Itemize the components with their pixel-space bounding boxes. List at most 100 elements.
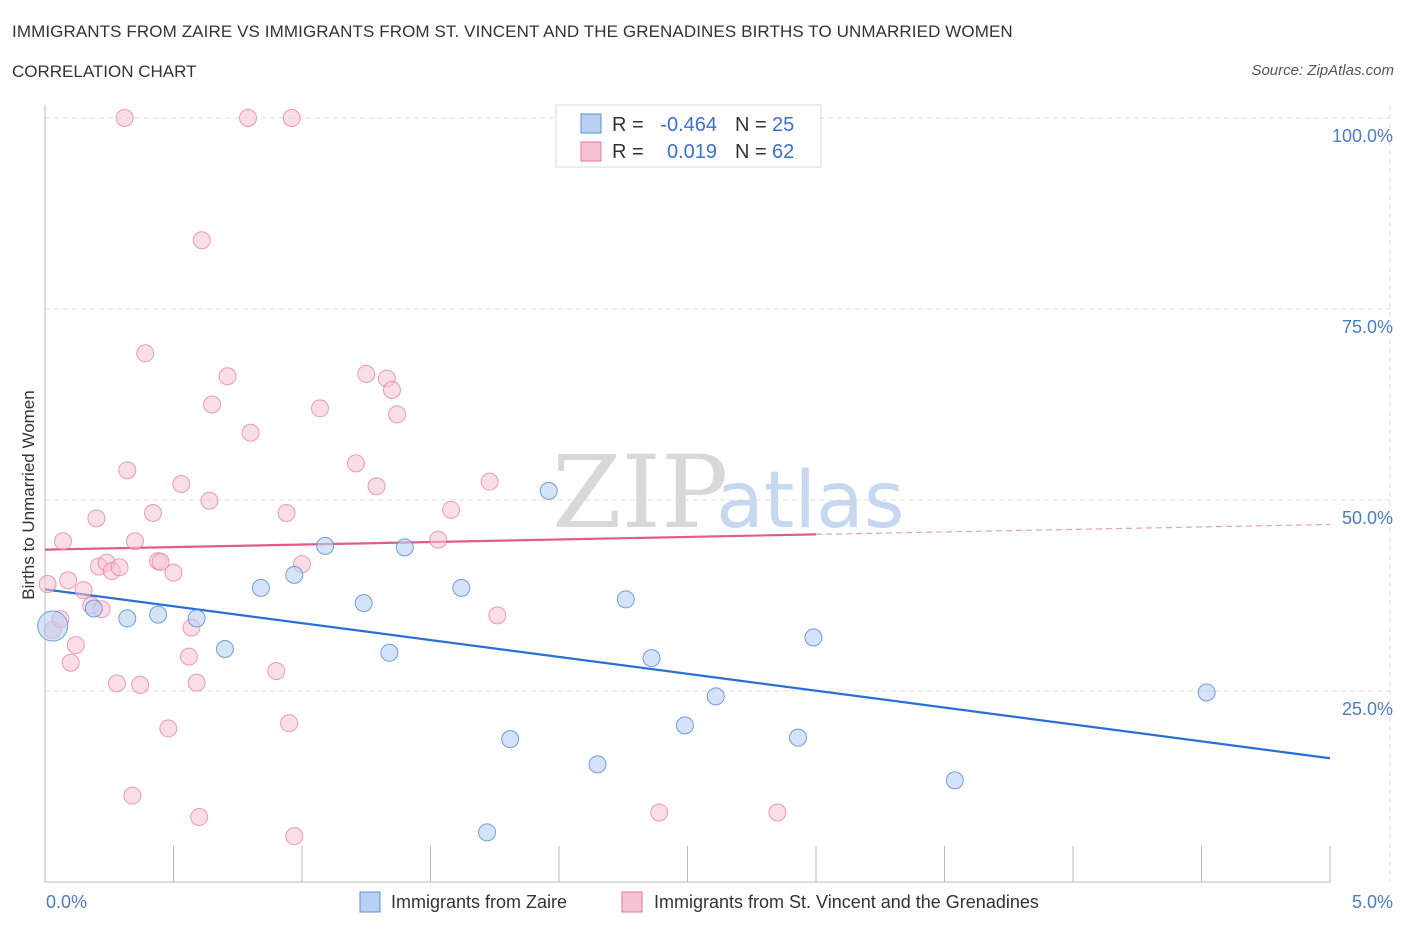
point-stvincent-9 bbox=[87, 509, 106, 528]
point-zaire-8 bbox=[316, 536, 335, 555]
point-stvincent-38 bbox=[267, 662, 286, 681]
chart-subtitle: CORRELATION CHART bbox=[12, 62, 197, 81]
chart-title: IMMIGRANTS FROM ZAIRE VS IMMIGRANTS FROM… bbox=[12, 22, 1013, 41]
point-stvincent-39 bbox=[277, 503, 296, 522]
legend-r-value-2: 0.019 bbox=[667, 141, 717, 163]
point-zaire-22 bbox=[804, 628, 823, 647]
point-zaire-23 bbox=[945, 771, 964, 790]
point-stvincent-17 bbox=[118, 461, 137, 480]
point-stvincent-30 bbox=[187, 673, 206, 692]
x-tick-label-max: 5.0% bbox=[1352, 892, 1393, 912]
point-zaire-21 bbox=[789, 728, 808, 747]
point-stvincent-47 bbox=[367, 477, 386, 496]
point-stvincent-25 bbox=[159, 719, 178, 738]
point-zaire-1 bbox=[84, 599, 103, 618]
point-zaire-17 bbox=[616, 590, 635, 609]
point-stvincent-35 bbox=[218, 367, 237, 386]
point-zaire-10 bbox=[380, 643, 399, 662]
legend-n-value-1: 25 bbox=[772, 114, 794, 136]
point-zaire-9 bbox=[354, 594, 373, 613]
x-tick-labels: 0.0% 5.0% bbox=[46, 892, 1393, 912]
point-stvincent-33 bbox=[200, 491, 219, 510]
y-tick-label-25: 25.0% bbox=[1342, 699, 1393, 719]
point-zaire-7 bbox=[285, 565, 304, 584]
legend-label-stvincent: Immigrants from St. Vincent and the Gren… bbox=[654, 892, 1039, 912]
point-stvincent-45 bbox=[346, 454, 365, 473]
point-zaire-18 bbox=[642, 649, 661, 668]
point-zaire-6 bbox=[251, 578, 270, 597]
point-stvincent-4 bbox=[59, 571, 78, 590]
point-stvincent-24 bbox=[151, 552, 170, 571]
axes bbox=[44, 105, 1331, 883]
point-stvincent-34 bbox=[203, 395, 222, 414]
point-zaire-4 bbox=[187, 609, 206, 628]
point-stvincent-44 bbox=[310, 399, 329, 418]
point-stvincent-20 bbox=[131, 675, 150, 694]
point-stvincent-3 bbox=[53, 532, 72, 551]
legend-r-label-1: R = bbox=[612, 114, 644, 136]
point-stvincent-19 bbox=[125, 532, 144, 551]
point-stvincent-15 bbox=[110, 558, 129, 577]
point-stvincent-22 bbox=[143, 503, 162, 522]
point-zaire-5 bbox=[215, 639, 234, 658]
point-zaire-15 bbox=[539, 481, 558, 500]
point-stvincent-14 bbox=[107, 674, 126, 693]
point-stvincent-49 bbox=[382, 380, 401, 399]
point-stvincent-0 bbox=[38, 575, 57, 594]
legend-label-zaire: Immigrants from Zaire bbox=[391, 892, 567, 912]
watermark: ZIP atlas bbox=[552, 434, 905, 551]
point-stvincent-41 bbox=[285, 827, 304, 846]
point-zaire-3 bbox=[149, 605, 168, 624]
legend-swatch-stvincent-bottom bbox=[621, 891, 643, 913]
legend-r-label-2: R = bbox=[612, 141, 644, 163]
watermark-atlas: atlas bbox=[716, 456, 905, 546]
point-stvincent-50 bbox=[388, 405, 407, 424]
point-stvincent-26 bbox=[164, 563, 183, 582]
point-stvincent-46 bbox=[357, 364, 376, 383]
y-tick-label-50: 50.0% bbox=[1342, 508, 1393, 528]
y-axis-label: Births to Unmarried Women bbox=[19, 390, 38, 599]
data-points bbox=[37, 109, 1216, 846]
correlation-legend: R = -0.464 N = 25 R = 0.019 N = 62 bbox=[555, 104, 822, 168]
grid bbox=[45, 105, 1391, 882]
trend-line-zaire bbox=[44, 588, 1331, 760]
point-stvincent-27 bbox=[172, 474, 191, 493]
y-tick-label-100: 100.0% bbox=[1332, 126, 1393, 146]
legend-swatch-zaire bbox=[580, 113, 602, 134]
series-legend: Immigrants from Zaire Immigrants from St… bbox=[359, 891, 1039, 913]
point-stvincent-55 bbox=[650, 803, 669, 822]
source-label: Source: ZipAtlas.com bbox=[1251, 62, 1394, 79]
watermark-zip: ZIP bbox=[552, 434, 728, 551]
point-stvincent-36 bbox=[239, 109, 258, 127]
point-zaire-11 bbox=[395, 538, 414, 557]
point-stvincent-16 bbox=[115, 109, 134, 127]
point-stvincent-54 bbox=[488, 606, 507, 625]
point-zaire-24 bbox=[1197, 683, 1216, 702]
y-tick-label-75: 75.0% bbox=[1342, 317, 1393, 337]
point-zaire-19 bbox=[675, 716, 694, 735]
point-stvincent-21 bbox=[136, 344, 155, 363]
legend-n-value-2: 62 bbox=[772, 141, 794, 163]
legend-swatch-stvincent bbox=[580, 141, 602, 162]
point-stvincent-5 bbox=[61, 653, 80, 672]
point-stvincent-56 bbox=[768, 803, 787, 822]
point-stvincent-42 bbox=[282, 109, 301, 127]
point-zaire-14 bbox=[501, 730, 520, 749]
point-zaire-12 bbox=[452, 578, 471, 597]
point-zaire-13 bbox=[478, 823, 497, 842]
point-stvincent-40 bbox=[280, 714, 299, 733]
point-stvincent-51 bbox=[429, 530, 448, 549]
legend-n-label-2: N = bbox=[735, 141, 767, 163]
point-zaire-16 bbox=[588, 755, 607, 774]
y-tick-labels: 25.0% 50.0% 75.0% 100.0% bbox=[1332, 126, 1393, 719]
x-tick-label-min: 0.0% bbox=[46, 892, 87, 912]
point-zaire-20 bbox=[706, 687, 725, 706]
point-stvincent-32 bbox=[192, 231, 211, 250]
point-stvincent-28 bbox=[179, 647, 198, 666]
trend-line-stvincent-extension bbox=[815, 523, 1331, 535]
point-zaire-0 bbox=[37, 610, 69, 642]
point-stvincent-53 bbox=[480, 472, 499, 491]
point-stvincent-37 bbox=[241, 423, 260, 442]
point-stvincent-52 bbox=[442, 500, 461, 519]
